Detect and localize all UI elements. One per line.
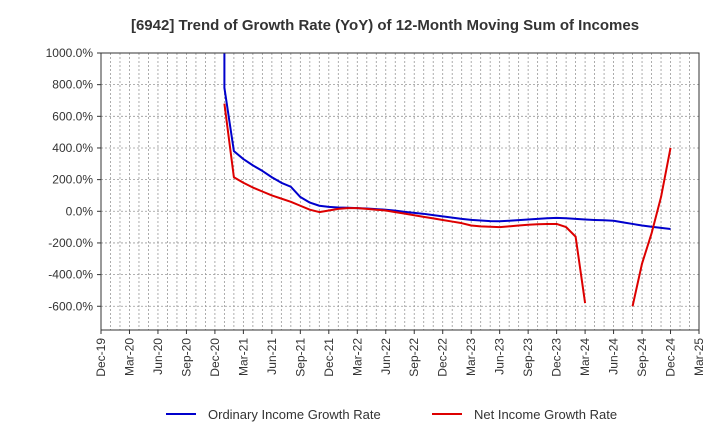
y-tick-label: -400.0% [48,268,93,282]
series-line [223,103,672,307]
chart-title: [6942] Trend of Growth Rate (YoY) of 12-… [131,17,639,34]
x-tick-label: Sep-22 [407,338,421,377]
legend-label: Ordinary Income Growth Rate [208,407,381,422]
x-tick-label: Mar-25 [692,338,706,376]
x-tick-label: Mar-21 [236,338,250,376]
plot-border [100,52,700,331]
plot-area [101,53,699,330]
x-tick-label: Dec-19 [94,338,108,377]
x-tick-label: Mar-20 [122,338,136,376]
legend: Ordinary Income Growth Rate Net Income Gr… [166,407,617,422]
y-tick-label: 600.0% [52,109,93,123]
x-tick-label: Dec-23 [550,338,564,377]
y-tick-label: -200.0% [48,236,93,250]
y-axis: 1000.0% 800.0% 600.0% 400.0% 200.0% 0.0% -200.… [46,46,101,313]
x-tick-label: Jun-20 [151,338,165,375]
x-tick-label: Dec-20 [208,338,222,377]
x-tick-label: Dec-22 [436,338,450,377]
x-tick-label: Jun-22 [379,338,393,375]
x-tick-label: Mar-23 [464,338,478,376]
x-axis: Dec-19 Mar-20 Jun-20 Sep-20 Dec-20 Mar-21 Jun-… [94,330,706,377]
x-tick-label: Sep-24 [635,338,649,377]
x-tick-label: Jun-24 [607,338,621,375]
x-tick-label: Jun-23 [493,338,507,375]
series-lines [223,53,672,307]
y-tick-label: 200.0% [52,173,93,187]
x-tick-label: Jun-21 [265,338,279,375]
y-tick-label: 800.0% [52,78,93,92]
y-tick-label: -600.0% [48,299,93,313]
x-tick-label: Dec-24 [664,338,678,377]
series-line [223,53,671,231]
x-tick-label: Dec-21 [322,338,336,377]
x-tick-label: Sep-21 [293,338,307,377]
x-tick-label: Sep-20 [179,338,193,377]
x-tick-label: Mar-24 [578,338,592,376]
y-tick-label: 1000.0% [46,46,94,60]
y-tick-label: 0.0% [66,204,94,218]
y-tick-label: 400.0% [52,141,93,155]
x-tick-label: Mar-22 [350,338,364,376]
legend-label: Net Income Growth Rate [474,407,617,422]
x-tick-label: Sep-23 [521,338,535,377]
